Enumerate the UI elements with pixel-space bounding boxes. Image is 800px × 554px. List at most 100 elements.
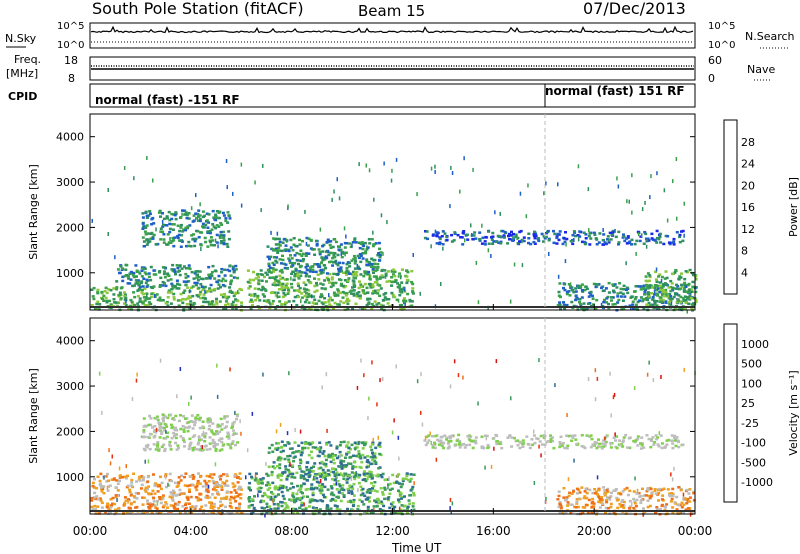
echo-cell [223, 417, 227, 420]
echo-cell [132, 495, 136, 498]
echo-cell [350, 292, 353, 295]
echo-cell [352, 482, 356, 486]
echo-speck [398, 506, 401, 511]
echo-cell [566, 501, 570, 504]
echo-cell [195, 270, 199, 273]
echo-cell [657, 275, 661, 278]
echo-cell [359, 260, 363, 264]
echo-cell [572, 230, 576, 233]
echo-speck [435, 457, 438, 462]
echo-cell [410, 269, 414, 273]
echo-cell [606, 238, 609, 241]
echo-cell [166, 304, 170, 307]
echo-cell [326, 278, 330, 281]
echo-cell [687, 302, 691, 305]
echo-cell [511, 239, 515, 242]
echo-cell [209, 273, 213, 276]
echo-cell [183, 289, 187, 292]
echo-cell [658, 507, 662, 511]
echo-cell [580, 306, 584, 310]
echo-cell [222, 234, 226, 237]
echo-cell [592, 282, 596, 286]
echo-cell [238, 287, 242, 291]
echo-cell [309, 239, 313, 242]
echo-cell [105, 299, 109, 303]
echo-speck [125, 299, 127, 304]
echo-cell [217, 439, 221, 442]
echo-speck [289, 462, 291, 467]
echo-cell [639, 296, 643, 299]
echo-cell [227, 230, 231, 233]
echo-cell [667, 241, 671, 244]
echo-cell [574, 234, 577, 238]
echo-cell [559, 435, 563, 439]
echo-cell [294, 244, 298, 248]
echo-cell [179, 226, 183, 229]
echo-cell [232, 294, 236, 298]
echo-cell [654, 278, 658, 281]
echo-cell [681, 297, 685, 300]
echo-cell [366, 455, 370, 458]
echo-cell [688, 500, 692, 503]
echo-speck [111, 454, 113, 459]
echo-cell [594, 285, 598, 289]
echo-cell [675, 301, 679, 304]
echo-cell [277, 243, 281, 246]
echo-cell [287, 257, 291, 260]
echo-cell [164, 501, 168, 504]
echo-cell [376, 266, 380, 269]
echo-cell [182, 280, 186, 283]
echo-region [266, 440, 383, 480]
echo-cell [96, 498, 100, 501]
echo-cell [636, 437, 640, 441]
echo-cell [485, 434, 489, 438]
echo-cell [347, 446, 351, 450]
echo-cell [367, 261, 371, 264]
echo-cell [179, 435, 183, 438]
echo-cell [229, 491, 233, 494]
echo-cell [175, 264, 179, 267]
echo-cell [146, 284, 150, 287]
echo-cell [302, 482, 306, 485]
echo-cell [604, 287, 608, 290]
echo-speck [345, 234, 347, 239]
x-tick-label: 12:00 [375, 524, 410, 538]
echo-cell [294, 269, 298, 272]
echo-cell [146, 303, 150, 307]
echo-cell [250, 477, 254, 480]
echo-cell [400, 308, 404, 311]
echo-cell [142, 511, 146, 515]
echo-cell [136, 302, 140, 305]
echo-cell [211, 300, 214, 303]
echo-cell [327, 298, 331, 302]
echo-cell [323, 264, 327, 267]
echo-cell [193, 421, 197, 424]
echo-cell [581, 505, 585, 509]
echo-cell [188, 488, 191, 491]
echo-cell [110, 478, 114, 481]
echo-cell [107, 288, 111, 291]
echo-cell [188, 475, 192, 478]
echo-cell [136, 492, 140, 495]
echo-cell [116, 268, 120, 271]
echo-cell [466, 238, 470, 241]
echo-cell [559, 507, 563, 510]
echo-cell [183, 440, 186, 444]
echo-cell [147, 301, 151, 304]
echo-cell [632, 506, 636, 510]
echo-cell [148, 432, 152, 436]
echo-cell [597, 495, 601, 498]
echo-cell [604, 491, 608, 495]
echo-speck [333, 189, 335, 194]
echo-cell [614, 439, 617, 442]
echo-cell [643, 290, 647, 294]
echo-cell [562, 303, 566, 307]
echo-cell [656, 294, 659, 297]
echo-cell [305, 298, 309, 301]
echo-cell [582, 308, 586, 311]
echo-cell [192, 475, 196, 479]
echo-cell [231, 306, 235, 310]
echo-cell [679, 295, 683, 299]
echo-cell [653, 239, 657, 242]
nsky-trace [90, 25, 694, 34]
